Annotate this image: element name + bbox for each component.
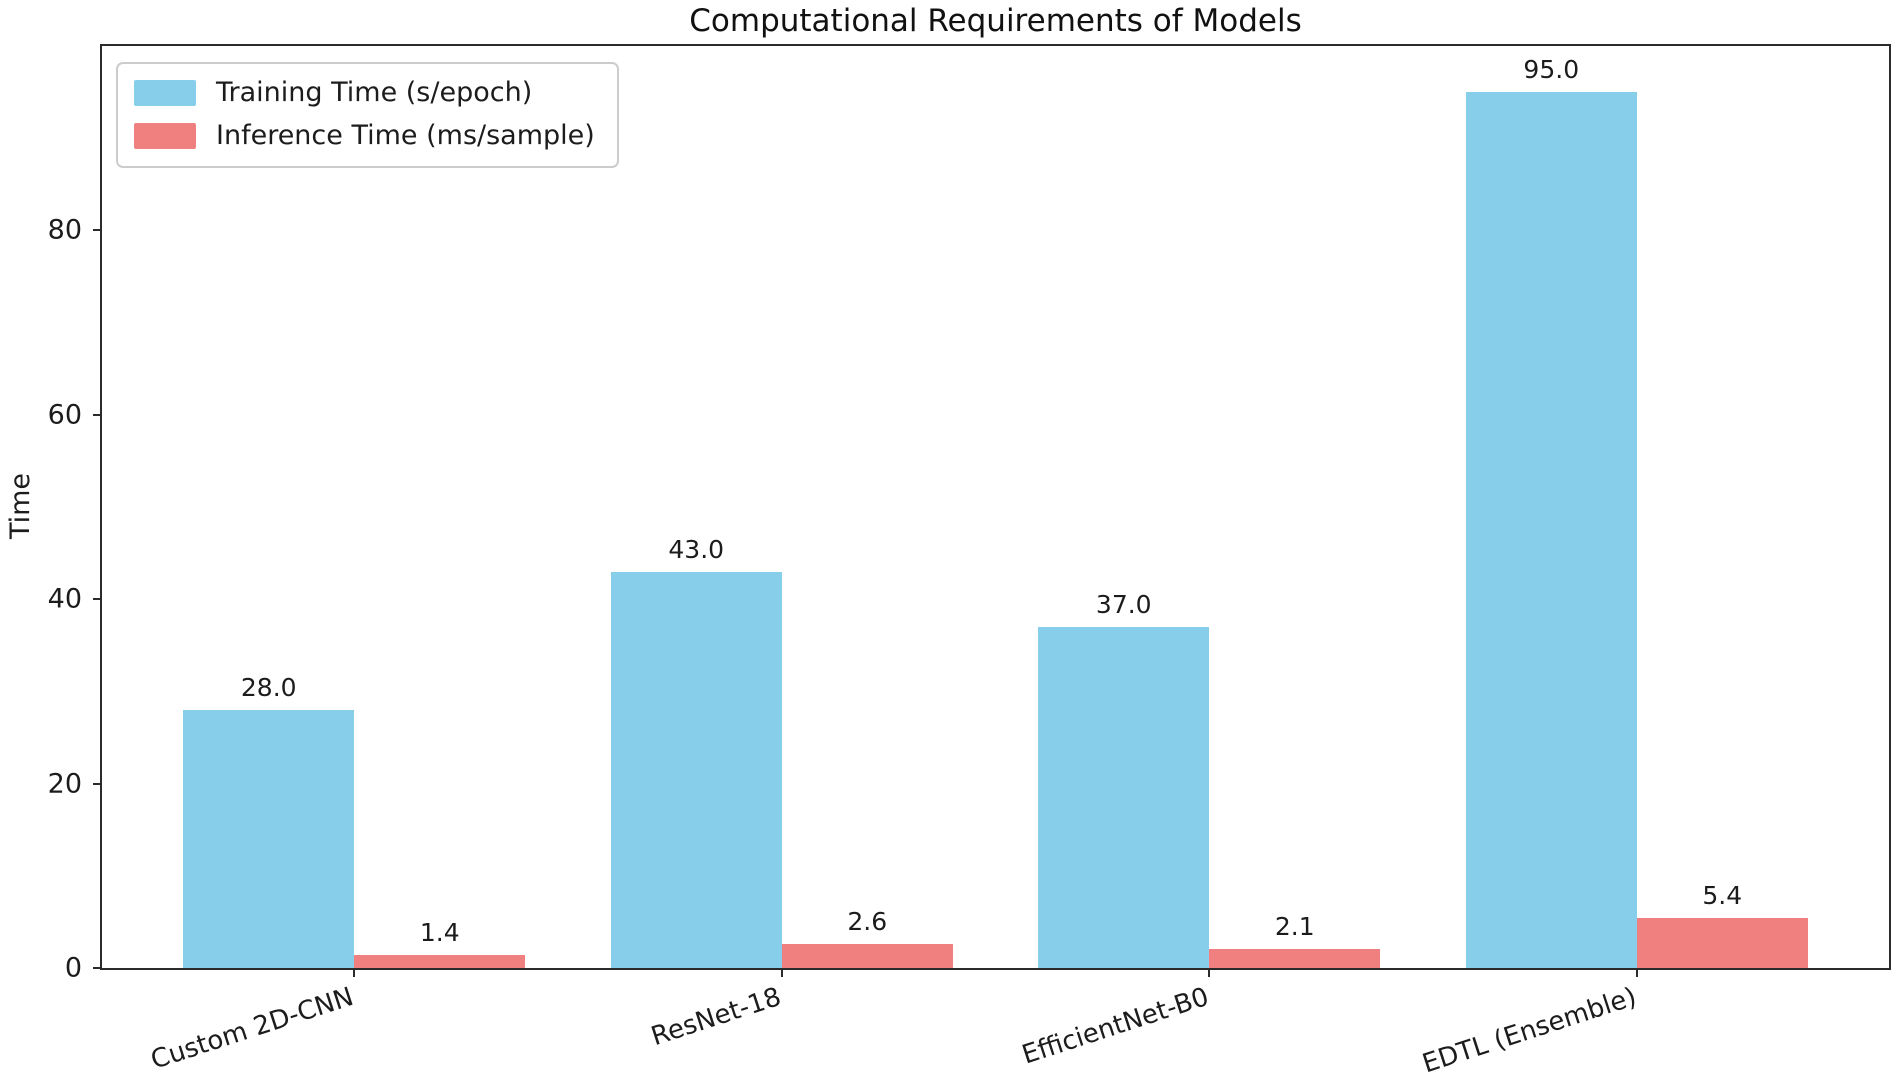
y-tick-mark: [93, 967, 102, 969]
y-axis-label: Time: [5, 472, 36, 540]
y-tick-mark: [93, 598, 102, 601]
bar-training-time: [183, 709, 355, 968]
x-tick-mark: [353, 968, 356, 977]
legend-swatch: [134, 122, 196, 149]
bar-inference-time: [781, 944, 953, 968]
y-tick-label: 0: [64, 952, 82, 984]
y-tick-mark: [93, 782, 102, 785]
y-tick-label: 40: [47, 583, 82, 615]
bar-training-time: [1038, 626, 1210, 968]
bar-value-label: 37.0: [1095, 589, 1152, 619]
x-tick-label: EDTL (Ensemble): [1418, 982, 1641, 1080]
bar-value-label: 5.4: [1702, 881, 1743, 911]
legend-label: Training Time (s/epoch): [216, 77, 533, 108]
y-tick-label: 80: [47, 214, 82, 246]
chart-title: Computational Requirements of Models: [689, 3, 1302, 39]
x-tick-label: ResNet-18: [647, 982, 786, 1053]
x-tick-label: EfficientNet-B0: [1018, 982, 1213, 1071]
bar-value-label: 2.6: [847, 907, 888, 937]
bar-value-label: 43.0: [668, 534, 725, 564]
legend-item: Inference Time (ms/sample): [134, 120, 595, 151]
x-tick-label: Custom 2D-CNN: [147, 982, 358, 1076]
bar-inference-time: [1209, 948, 1381, 968]
legend-item: Training Time (s/epoch): [134, 77, 595, 108]
y-tick-label: 60: [47, 399, 82, 431]
bar-value-label: 2.1: [1274, 911, 1315, 941]
bar-inference-time: [1636, 918, 1808, 968]
bar-value-label: 1.4: [419, 918, 460, 948]
bar-value-label: 95.0: [1523, 55, 1580, 85]
legend-swatch: [134, 79, 196, 106]
bar-training-time: [610, 571, 782, 968]
x-tick-mark: [1635, 968, 1638, 977]
y-tick-mark: [93, 413, 102, 416]
x-tick-mark: [780, 968, 783, 977]
legend: Training Time (s/epoch) Inference Time (m…: [116, 62, 619, 168]
x-tick-mark: [1208, 968, 1211, 977]
y-tick-mark: [93, 229, 102, 232]
bar-inference-time: [354, 955, 526, 968]
plot-area: Training Time (s/epoch) Inference Time (m…: [48, 44, 1891, 1079]
y-tick-label: 20: [47, 768, 82, 800]
bar-training-time: [1465, 92, 1637, 968]
bar-value-label: 28.0: [240, 672, 297, 702]
legend-label: Inference Time (ms/sample): [216, 120, 595, 151]
